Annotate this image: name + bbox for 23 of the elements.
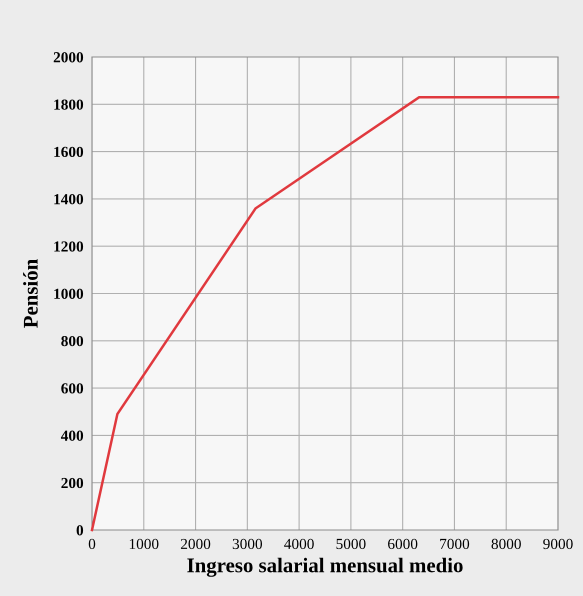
y-tick-label: 600 <box>61 383 84 394</box>
x-tick-label: 7000 <box>440 538 470 550</box>
y-axis-title: Pensión <box>23 259 38 328</box>
y-tick-label: 1200 <box>54 241 84 252</box>
x-tick-label: 0 <box>88 538 96 550</box>
x-tick-label: 4000 <box>284 538 314 550</box>
x-tick-label: 3000 <box>232 538 262 550</box>
y-tick-label: 2000 <box>54 52 84 62</box>
x-tick-label: 1000 <box>130 538 158 550</box>
y-tick-label: 1600 <box>54 146 84 158</box>
x-tick-label: 2000 <box>180 538 210 550</box>
y-tick-label: 1400 <box>54 194 84 204</box>
y-tick-label: 1800 <box>54 99 84 110</box>
y-tick-label: 400 <box>60 430 84 441</box>
y-tick-label: 800 <box>61 336 84 346</box>
y-tick-label: 200 <box>61 478 84 488</box>
y-tick-label: 1000 <box>54 288 84 299</box>
x-tick-label: 5000 <box>336 538 366 550</box>
x-tick-label: 9000 <box>543 538 573 550</box>
x-tick-label: 8000 <box>492 538 521 550</box>
x-tick-label: 6000 <box>388 538 418 550</box>
x-axis-title: Ingreso salarial mensual medio <box>187 558 463 577</box>
y-tick-label: 0 <box>76 525 84 536</box>
